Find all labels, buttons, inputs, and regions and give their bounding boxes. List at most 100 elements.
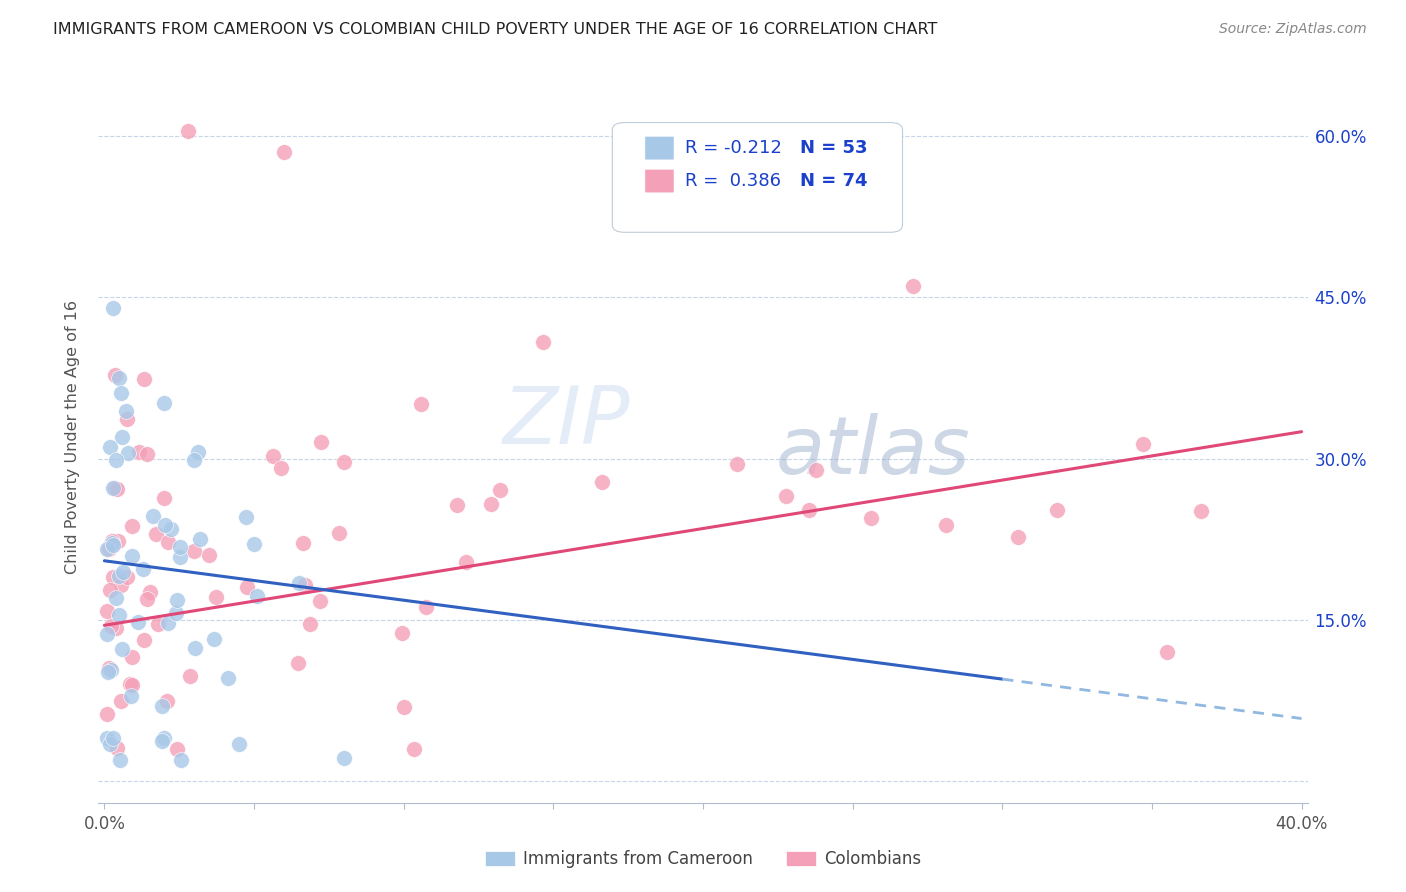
FancyBboxPatch shape [613, 122, 903, 232]
Point [415, 599, 437, 614]
Text: R =  0.386: R = 0.386 [685, 172, 780, 190]
Point [127, 615, 149, 630]
Point [115, 412, 138, 426]
FancyBboxPatch shape [645, 136, 673, 160]
Point [332, 455, 354, 469]
Point [108, 607, 131, 622]
Point [112, 566, 135, 580]
Point [179, 669, 201, 683]
Point [806, 463, 828, 477]
Point [145, 527, 167, 541]
Point [531, 334, 554, 349]
Point [101, 569, 124, 583]
Point [481, 497, 503, 511]
Point [117, 570, 139, 584]
Point [156, 535, 179, 549]
Point [152, 491, 174, 506]
Point [105, 482, 128, 496]
Point [235, 510, 257, 524]
Point [169, 753, 191, 767]
Text: IMMIGRANTS FROM CAMEROON VS COLOMBIAN CHILD POVERTY UNDER THE AGE OF 16 CORRELAT: IMMIGRANTS FROM CAMEROON VS COLOMBIAN CH… [53, 22, 938, 37]
Point [169, 549, 191, 564]
Point [456, 556, 478, 570]
Point [333, 751, 356, 765]
Point [299, 616, 322, 631]
Point [111, 642, 134, 657]
Text: Source: ZipAtlas.com: Source: ZipAtlas.com [1219, 22, 1367, 37]
Point [117, 446, 139, 460]
Point [100, 618, 122, 632]
Text: N = 53: N = 53 [800, 139, 868, 157]
Point [118, 677, 141, 691]
Point [1189, 504, 1212, 518]
Point [153, 731, 176, 746]
Point [103, 538, 125, 552]
Point [901, 279, 924, 293]
Point [391, 625, 413, 640]
Legend: Immigrants from Cameroon, Colombians: Immigrants from Cameroon, Colombians [478, 844, 928, 875]
Point [775, 489, 797, 503]
Point [103, 731, 125, 746]
Point [97, 661, 120, 675]
Point [110, 578, 132, 592]
Point [97, 542, 120, 557]
Point [205, 590, 228, 604]
Point [132, 562, 155, 576]
Point [101, 536, 124, 550]
Point [262, 450, 284, 464]
Point [183, 452, 205, 467]
Text: ZIP: ZIP [503, 384, 630, 461]
Point [150, 733, 173, 747]
Point [139, 585, 162, 599]
Point [110, 694, 132, 708]
Point [187, 445, 209, 459]
FancyBboxPatch shape [645, 169, 673, 193]
Point [105, 453, 128, 467]
Point [309, 434, 332, 449]
Point [107, 533, 129, 548]
Point [96, 731, 118, 746]
Point [104, 481, 127, 495]
Point [392, 699, 415, 714]
Point [128, 445, 150, 459]
Point [188, 532, 211, 546]
Point [292, 535, 315, 549]
Point [799, 503, 821, 517]
Point [96, 541, 118, 556]
Point [166, 593, 188, 607]
Point [107, 741, 129, 756]
Point [104, 621, 127, 635]
Point [132, 632, 155, 647]
Point [328, 526, 350, 541]
Point [409, 396, 432, 410]
Point [935, 517, 957, 532]
Point [120, 690, 142, 704]
Point [156, 694, 179, 708]
Point [150, 698, 173, 713]
Point [134, 372, 156, 386]
Point [228, 737, 250, 751]
Point [153, 517, 176, 532]
Point [1046, 503, 1069, 517]
Point [96, 604, 118, 618]
Point [243, 536, 266, 550]
Point [1156, 645, 1178, 659]
Point [146, 616, 169, 631]
Point [1132, 437, 1154, 451]
Point [108, 569, 131, 583]
Point [725, 457, 748, 471]
Point [100, 737, 122, 751]
Point [202, 632, 225, 646]
Point [288, 575, 311, 590]
Point [1007, 530, 1029, 544]
Text: R = -0.212: R = -0.212 [685, 139, 782, 157]
Point [236, 581, 259, 595]
Point [183, 544, 205, 558]
Point [246, 589, 269, 603]
Point [591, 475, 613, 490]
Point [108, 371, 131, 385]
Y-axis label: Child Poverty Under the Age of 16: Child Poverty Under the Age of 16 [65, 300, 80, 574]
Point [446, 498, 468, 512]
Point [217, 672, 239, 686]
Point [165, 606, 187, 620]
